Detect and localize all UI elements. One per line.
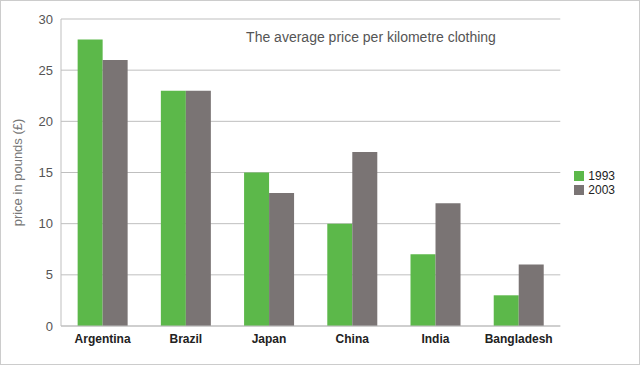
html-text:1993: 1993 xyxy=(588,168,615,183)
svg-text:15: 15 xyxy=(39,165,53,180)
html-text:The average price per kilometr: The average price per kilometre clothing xyxy=(246,29,496,45)
svg-text:10: 10 xyxy=(39,216,53,231)
svg-text:Bangladesh: Bangladesh xyxy=(485,332,553,346)
html-text:2003: 2003 xyxy=(588,182,615,197)
svg-text:20: 20 xyxy=(39,114,53,129)
svg-text:30: 30 xyxy=(39,12,53,27)
svg-text:5: 5 xyxy=(46,267,53,282)
svg-text:0: 0 xyxy=(46,319,53,334)
svg-text:price in pounds (£): price in pounds (£) xyxy=(10,119,25,227)
svg-text:Brazil: Brazil xyxy=(169,332,202,346)
svg-text:Argentina: Argentina xyxy=(75,332,131,346)
svg-text:Japan: Japan xyxy=(252,332,287,346)
svg-text:China: China xyxy=(336,332,370,346)
svg-text:25: 25 xyxy=(39,63,53,78)
svg-text:India: India xyxy=(421,332,449,346)
